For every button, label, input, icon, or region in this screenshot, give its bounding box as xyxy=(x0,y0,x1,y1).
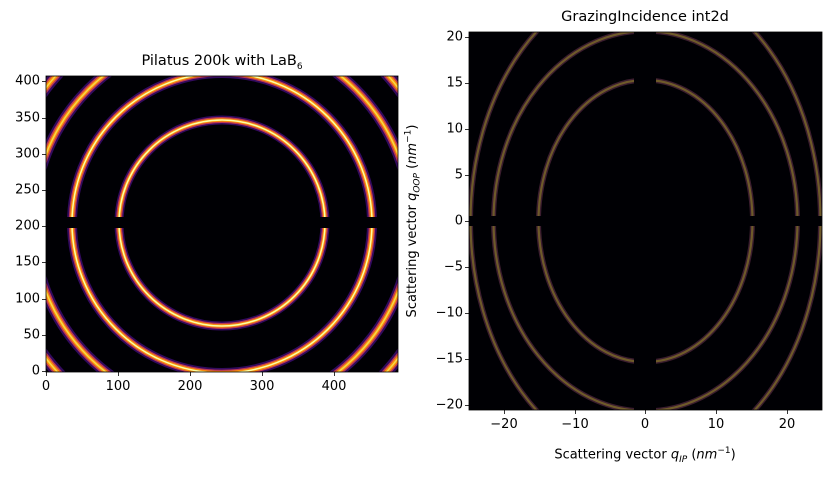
right-x-tick: 0 xyxy=(640,417,650,432)
ellipse-3 xyxy=(469,32,822,410)
right-x-tick: −20 xyxy=(490,417,518,432)
left-y-tick: 350 xyxy=(15,110,40,126)
right-x-tick: −10 xyxy=(561,417,589,432)
left-x-tick: 200 xyxy=(177,379,203,394)
ring-1 xyxy=(114,115,330,331)
right-y-tick: −10 xyxy=(435,305,463,321)
left-y-tick: 0 xyxy=(31,363,40,379)
left-y-tick: 400 xyxy=(15,73,40,89)
ring-2 xyxy=(67,76,377,372)
left-y-tick: 50 xyxy=(23,327,40,343)
left-x-tick: 100 xyxy=(105,379,131,394)
right-y-tick: 0 xyxy=(454,213,463,229)
right-y-tick: 5 xyxy=(454,167,463,183)
left-y-tick: 150 xyxy=(15,254,40,270)
left-y-tick: 300 xyxy=(15,146,40,162)
right-y-tick: 15 xyxy=(446,75,463,91)
left-heatmap xyxy=(42,75,399,376)
left-chart-title: Pilatus 200k with LaB6 xyxy=(141,53,303,72)
right-y-axis-label: Scattering vector qOOP (nm−1) xyxy=(403,124,423,318)
ellipse-1 xyxy=(536,77,755,365)
right-x-axis-label: Scattering vector qIP (nm−1) xyxy=(554,446,736,465)
right-y-tick: 20 xyxy=(446,29,463,45)
left-y-tick: 100 xyxy=(15,291,40,307)
right-y-tick: 10 xyxy=(446,121,463,137)
right-x-tick: 20 xyxy=(778,417,796,432)
left-y-tick: 250 xyxy=(15,182,40,198)
left-x-tick: 300 xyxy=(249,379,275,394)
right-heatmap xyxy=(465,31,823,414)
right-chart-title: GrazingIncidence int2d xyxy=(561,9,729,25)
right-y-tick: −20 xyxy=(435,397,463,413)
left-y-tick: 200 xyxy=(15,218,40,234)
ellipse-2 xyxy=(491,32,800,410)
left-x-tick: 400 xyxy=(321,379,347,394)
right-x-tick: 10 xyxy=(707,417,725,432)
right-y-tick: −5 xyxy=(443,259,463,275)
right-y-tick: −15 xyxy=(435,351,463,367)
left-x-tick: 0 xyxy=(41,379,51,394)
